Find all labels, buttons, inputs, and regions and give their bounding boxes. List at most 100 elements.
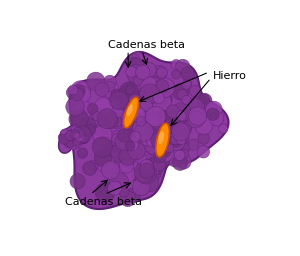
Ellipse shape [124, 97, 139, 128]
Circle shape [146, 134, 159, 147]
Circle shape [71, 126, 77, 131]
Circle shape [152, 105, 168, 121]
Circle shape [207, 108, 219, 120]
Circle shape [127, 88, 143, 104]
Circle shape [149, 165, 160, 175]
Circle shape [174, 130, 189, 145]
Circle shape [144, 116, 159, 131]
Circle shape [198, 133, 210, 144]
Circle shape [148, 142, 159, 153]
Circle shape [64, 129, 84, 149]
Text: Cadenas beta: Cadenas beta [65, 197, 142, 207]
Circle shape [181, 143, 190, 153]
Circle shape [166, 109, 181, 124]
Circle shape [74, 126, 91, 143]
Ellipse shape [158, 131, 164, 144]
Circle shape [171, 136, 182, 147]
Circle shape [157, 110, 169, 122]
Circle shape [66, 87, 78, 99]
Circle shape [152, 92, 172, 112]
Circle shape [116, 165, 136, 184]
Circle shape [143, 128, 154, 139]
Circle shape [104, 114, 119, 129]
Circle shape [146, 106, 166, 127]
Circle shape [130, 57, 139, 67]
Circle shape [93, 112, 102, 121]
Circle shape [96, 189, 109, 202]
Circle shape [165, 144, 174, 153]
Circle shape [197, 146, 210, 158]
Circle shape [137, 184, 148, 195]
Circle shape [69, 132, 75, 137]
Circle shape [152, 129, 161, 138]
Circle shape [147, 134, 160, 146]
Circle shape [112, 127, 131, 146]
Circle shape [119, 187, 129, 197]
Circle shape [71, 88, 84, 101]
Circle shape [147, 75, 157, 85]
Circle shape [125, 137, 138, 151]
Circle shape [108, 181, 122, 195]
Circle shape [129, 128, 138, 137]
Circle shape [151, 150, 170, 169]
Circle shape [159, 119, 171, 131]
Circle shape [127, 117, 147, 137]
Circle shape [97, 109, 117, 129]
Circle shape [160, 112, 177, 130]
Circle shape [163, 138, 176, 151]
Circle shape [102, 124, 112, 134]
Circle shape [206, 101, 222, 118]
Circle shape [96, 183, 115, 202]
Circle shape [71, 81, 91, 101]
Circle shape [68, 135, 73, 140]
Circle shape [84, 124, 95, 136]
Circle shape [144, 72, 158, 85]
Circle shape [144, 126, 154, 136]
Circle shape [151, 65, 167, 81]
Ellipse shape [127, 104, 133, 116]
Circle shape [166, 113, 184, 131]
Circle shape [83, 162, 96, 175]
Circle shape [104, 81, 115, 92]
Circle shape [148, 113, 160, 125]
Circle shape [154, 150, 166, 163]
Circle shape [109, 173, 129, 192]
Circle shape [112, 133, 122, 144]
Circle shape [137, 123, 157, 143]
Circle shape [136, 116, 146, 126]
Circle shape [140, 127, 153, 141]
Circle shape [144, 133, 163, 152]
Circle shape [123, 129, 132, 138]
Circle shape [176, 134, 186, 145]
Circle shape [145, 138, 162, 155]
Circle shape [155, 122, 175, 142]
Circle shape [115, 141, 126, 152]
Circle shape [159, 103, 171, 116]
Circle shape [77, 148, 88, 158]
Circle shape [140, 84, 160, 104]
Circle shape [133, 116, 154, 136]
Circle shape [176, 120, 192, 136]
Circle shape [153, 92, 164, 104]
Circle shape [125, 105, 135, 115]
Circle shape [172, 103, 191, 122]
Circle shape [147, 115, 157, 124]
Circle shape [126, 125, 139, 138]
Circle shape [148, 167, 161, 180]
Circle shape [176, 111, 187, 121]
Circle shape [174, 150, 185, 161]
Circle shape [121, 154, 134, 167]
Circle shape [179, 116, 193, 130]
Circle shape [94, 98, 112, 116]
Circle shape [140, 122, 158, 141]
Circle shape [132, 98, 148, 114]
Circle shape [188, 107, 207, 125]
Circle shape [120, 191, 136, 207]
Circle shape [143, 130, 152, 139]
Circle shape [131, 130, 149, 149]
Circle shape [219, 124, 228, 133]
Circle shape [133, 120, 150, 137]
Circle shape [139, 163, 154, 178]
Circle shape [148, 129, 166, 147]
Circle shape [69, 109, 88, 129]
